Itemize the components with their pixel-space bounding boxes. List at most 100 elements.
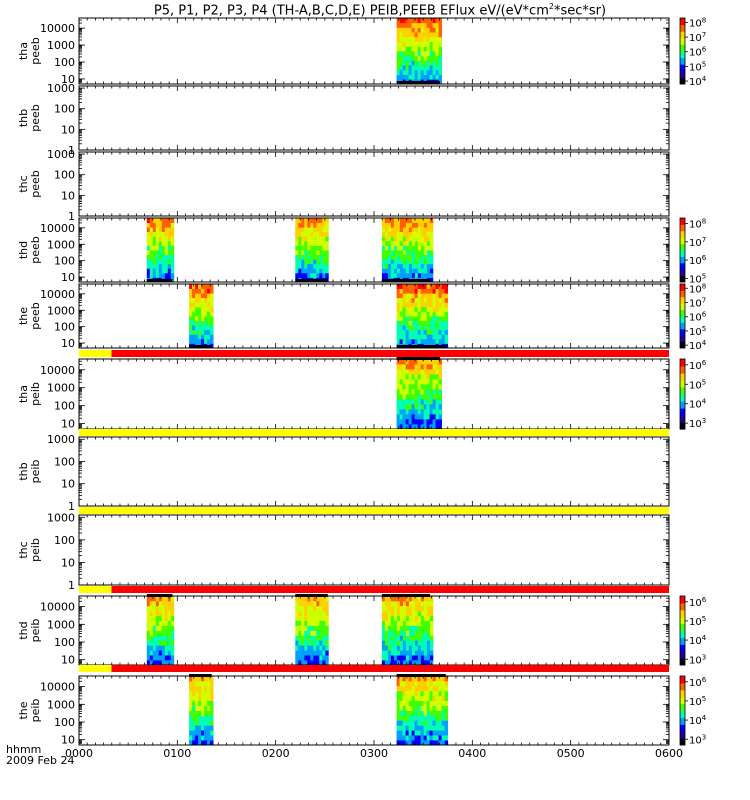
spectrogram-cell (402, 227, 407, 233)
spectrogram-cell (396, 605, 401, 612)
spectrogram-cell (310, 610, 314, 617)
spectrogram-cell (402, 259, 407, 265)
spectrogram-cell (402, 596, 407, 602)
spectrogram-cell (420, 680, 424, 687)
spectrogram-cell (390, 227, 395, 233)
colorbar-cell (680, 277, 685, 280)
colorbar-cell (680, 609, 685, 612)
colorbar-cell (680, 615, 685, 618)
spectrogram-block (396, 18, 442, 85)
spectrogram-cell (396, 364, 400, 370)
spectrogram-cell (426, 394, 430, 400)
spectrogram-cell (429, 685, 433, 692)
spectrogram-cell (441, 725, 445, 731)
spectrogram-cell (420, 404, 424, 410)
colorbar-label: 105 (689, 272, 706, 285)
spectrogram-cell (420, 660, 425, 666)
spectrogram-cell (411, 740, 415, 746)
spectrogram-cell (402, 240, 407, 246)
colorbar-cell (680, 359, 685, 362)
spectrogram-cell (393, 600, 398, 607)
spectrogram-cell (426, 306, 430, 312)
spectrogram-cell (405, 297, 409, 303)
panel-probe-label: thb (17, 109, 30, 127)
spectrogram-cell (402, 65, 406, 71)
spectrogram-cell (423, 399, 427, 405)
colorbar-cell (680, 394, 685, 397)
spectrogram-cell (438, 676, 442, 682)
spectrogram-cell (402, 250, 407, 255)
spectrogram-cell (414, 384, 418, 390)
spectrogram-cell (426, 424, 430, 430)
spectrogram-cell (408, 660, 413, 666)
spectrogram-cell (207, 329, 211, 335)
spectrogram-cell (408, 740, 412, 746)
spectrogram-cell (167, 227, 172, 233)
spectrogram-cell (402, 404, 406, 410)
spectrogram-cell (384, 263, 389, 269)
panel-probe-label: tha (17, 42, 30, 60)
spectrogram-cell (417, 263, 422, 269)
spectrogram-cell (405, 259, 410, 265)
spectrogram-cell (411, 685, 415, 692)
spectrogram-cell (396, 720, 400, 726)
spectrogram-cell (402, 288, 406, 294)
spectrogram-cell (295, 615, 299, 621)
spectrogram-cell (405, 705, 409, 711)
spectrogram-cell (414, 27, 418, 33)
spectrogram-cell (438, 338, 442, 344)
spectrogram-cell (429, 18, 433, 24)
spectrogram-cell (152, 600, 157, 607)
colorbar-cell (680, 298, 685, 301)
spectrogram-cell (161, 635, 166, 641)
colorbar-cell (680, 602, 685, 606)
spectrogram-block (189, 676, 214, 746)
spectrogram-cell (325, 610, 329, 617)
spectrogram-cell (301, 600, 305, 607)
spectrogram-cell (310, 240, 314, 246)
spectrogram-cell (441, 710, 445, 716)
spectrogram-cell (158, 227, 163, 233)
spectrogram-cell (417, 222, 422, 228)
spectrogram-cell (313, 650, 317, 656)
spectrogram-cell (417, 394, 421, 400)
y-tick-label: 1000 (47, 618, 75, 631)
spectrogram-cell (429, 302, 433, 308)
spectrogram-cell (322, 645, 326, 651)
spectrogram-cell (396, 399, 400, 405)
spectrogram-cell (310, 645, 314, 651)
spectrogram-cell (307, 635, 311, 641)
spectrogram-cell (399, 710, 403, 716)
spectrogram-cell (408, 715, 412, 721)
spectrogram-cell (399, 695, 403, 701)
spectrogram-cell (390, 254, 395, 260)
spectrogram-cell (420, 74, 424, 80)
colorbar-label: 104 (689, 634, 707, 647)
spectrogram-cell (426, 655, 431, 661)
colorbar-cell (680, 341, 685, 344)
spectrogram-cell (319, 605, 323, 612)
spectrogram-cell (201, 320, 205, 326)
spectrogram-cell (155, 245, 160, 251)
spectrogram-cell (438, 389, 442, 395)
spectrogram-cell (316, 222, 320, 228)
spectrogram-cell (167, 635, 172, 641)
spectrogram-cell (310, 268, 314, 274)
spectrogram-cell (149, 630, 154, 636)
spectrogram-cell (167, 268, 172, 274)
spectrogram-cell (408, 55, 412, 61)
spectrogram-cell (399, 316, 403, 321)
coverage-strip (146, 279, 173, 282)
spectrogram-cell (310, 263, 314, 269)
spectrogram-cell (423, 374, 427, 380)
spectrogram-cell (405, 338, 409, 344)
spectrogram-cell (319, 610, 323, 617)
colorbar-cell (680, 69, 685, 72)
spectrogram-cell (417, 399, 421, 405)
spectrogram-cell (192, 715, 196, 721)
quality-bar-segment (79, 350, 112, 357)
spectrogram-cell (411, 625, 416, 631)
spectrogram-cell (423, 610, 428, 617)
spectrogram-cell (164, 250, 169, 255)
